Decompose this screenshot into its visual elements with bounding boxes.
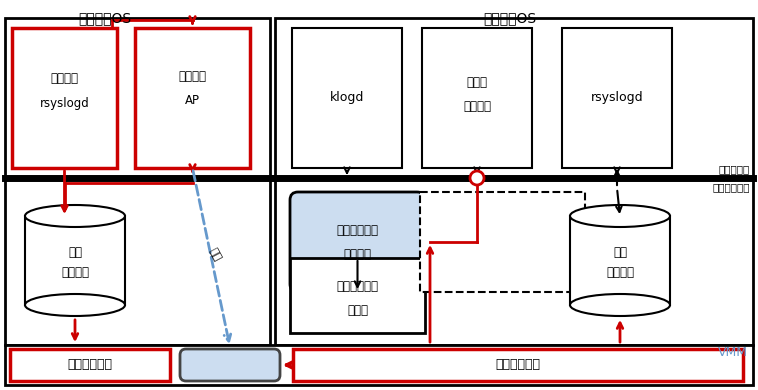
Text: ログ保存機構: ログ保存機構 (67, 358, 112, 372)
Text: バッファ: バッファ (343, 248, 371, 261)
Text: プロセス: プロセス (463, 99, 491, 112)
Text: ログ保存OS: ログ保存OS (78, 11, 132, 25)
Bar (12, 28, 117, 168)
Text: 修正した: 修正した (51, 71, 79, 85)
Text: ユーザ空間: ユーザ空間 (719, 164, 750, 174)
Ellipse shape (25, 294, 125, 316)
Bar (275, 18, 753, 345)
Text: 監視対象OS: 監視対象OS (484, 11, 537, 25)
Text: 出力部: 出力部 (347, 303, 368, 317)
Bar (135, 28, 250, 168)
Ellipse shape (570, 294, 670, 316)
FancyBboxPatch shape (290, 192, 425, 292)
Text: VMM: VMM (718, 346, 748, 358)
Text: rsyslogd: rsyslogd (590, 92, 644, 105)
Bar (422, 28, 532, 168)
Text: カーネル空間: カーネル空間 (713, 182, 750, 192)
Text: ファイル: ファイル (61, 266, 89, 280)
Circle shape (470, 171, 484, 185)
Text: ログ: ログ (68, 246, 82, 259)
Ellipse shape (25, 205, 125, 227)
Bar (570, 216, 670, 305)
Text: klogd: klogd (330, 92, 364, 105)
Bar (562, 28, 672, 168)
Bar (5, 345, 753, 385)
Bar (25, 216, 125, 305)
Text: カーネルログ: カーネルログ (337, 280, 378, 292)
Bar (290, 258, 425, 333)
FancyBboxPatch shape (180, 349, 280, 381)
Text: ログ保存: ログ保存 (178, 69, 206, 83)
Bar (10, 349, 170, 381)
Bar (292, 28, 402, 168)
Text: 連携: 連携 (208, 247, 223, 263)
Bar (5, 18, 270, 345)
Text: カーネルログ: カーネルログ (337, 223, 378, 236)
Text: rsyslogd: rsyslogd (39, 96, 89, 110)
Ellipse shape (570, 205, 670, 227)
Text: ユーザ: ユーザ (466, 76, 487, 89)
Bar (420, 192, 585, 292)
Text: ログ取得機構: ログ取得機構 (496, 358, 540, 372)
Bar (293, 349, 743, 381)
Text: ログ: ログ (613, 246, 627, 259)
Text: ファイル: ファイル (606, 266, 634, 280)
Text: AP: AP (185, 94, 200, 108)
